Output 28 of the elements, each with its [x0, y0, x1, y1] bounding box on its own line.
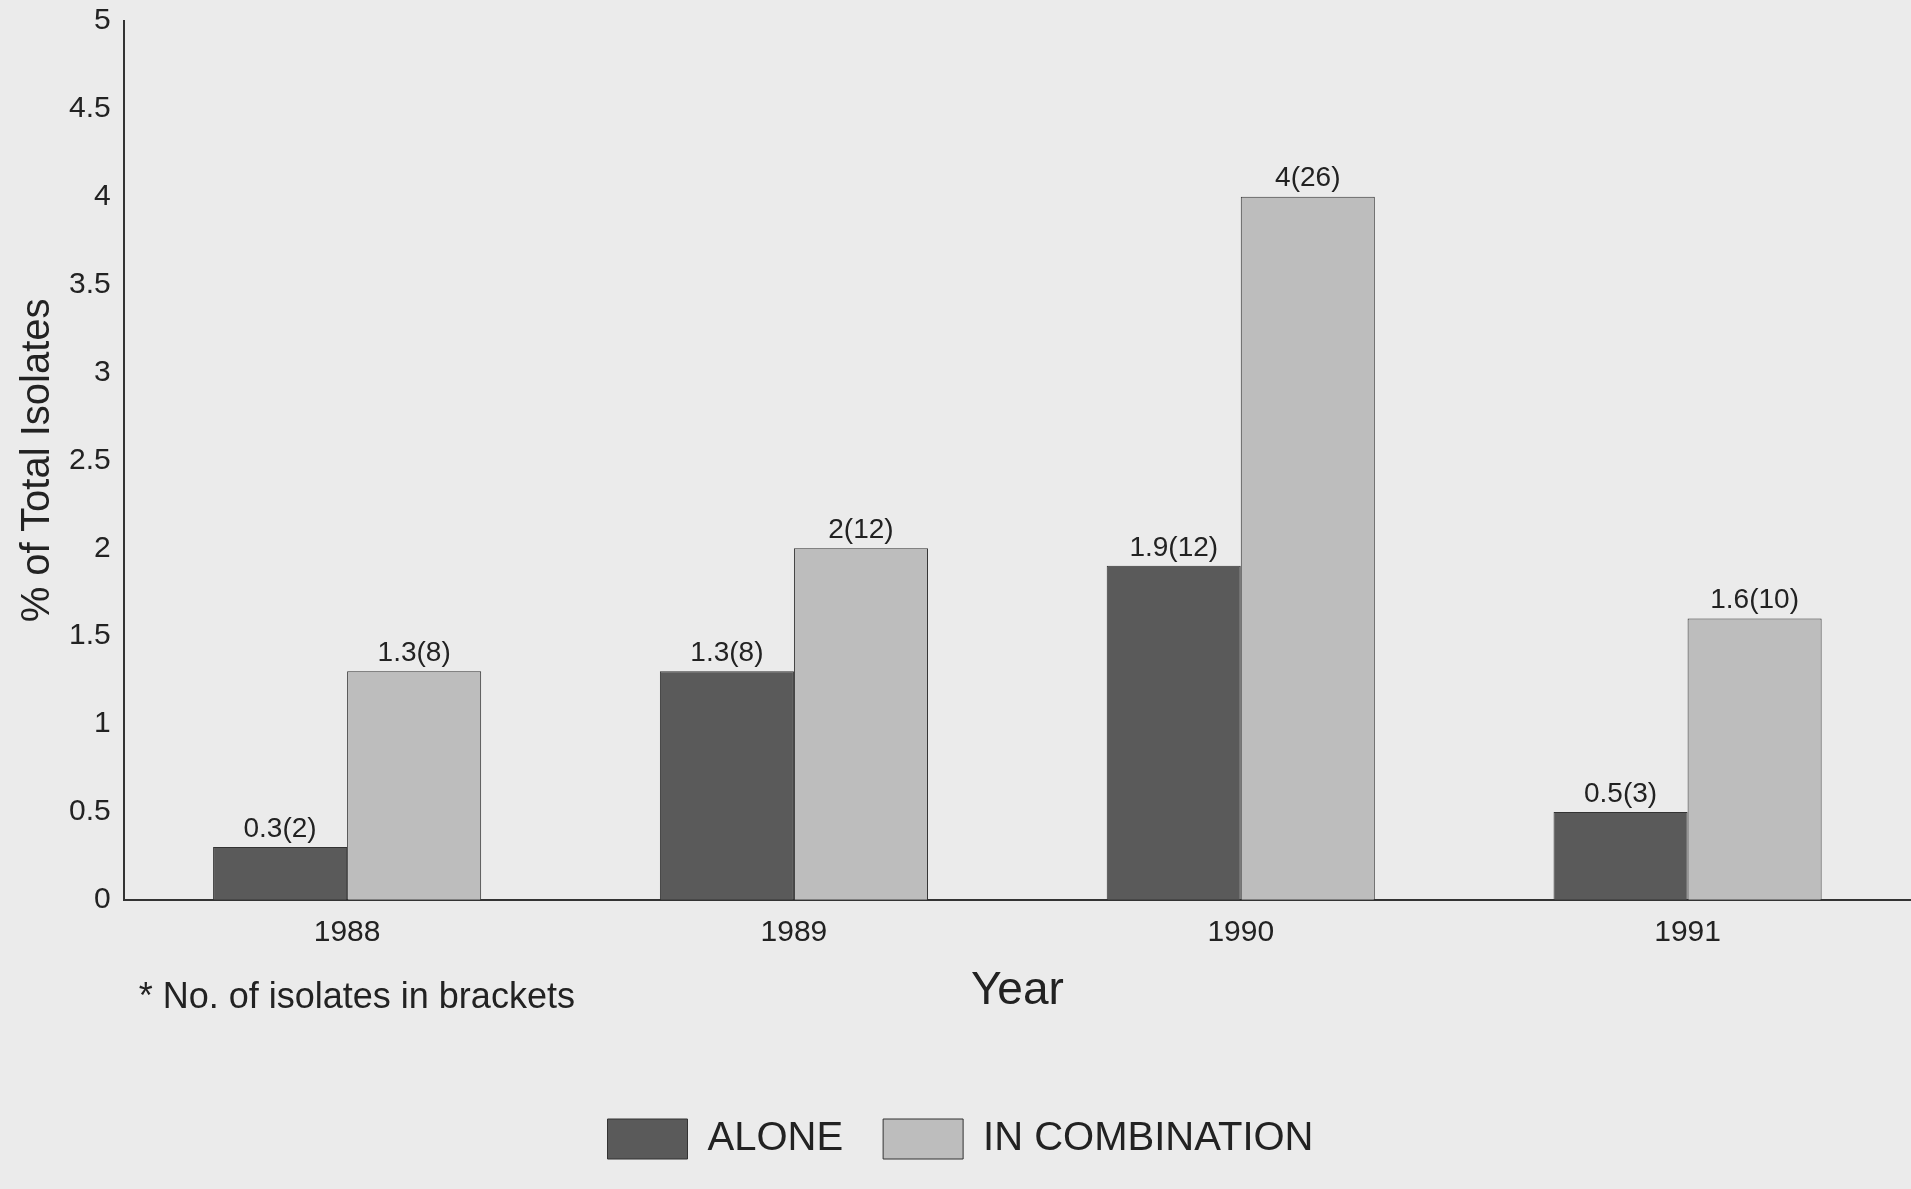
- legend-label: IN COMBINATION: [983, 1114, 1314, 1159]
- data-label: 1.3(8): [377, 636, 451, 668]
- data-label: 1.3(8): [690, 636, 764, 668]
- y-tick-label: 2.5: [68, 441, 111, 475]
- data-label: 2(12): [828, 513, 894, 544]
- y-tick-label: 5: [94, 2, 111, 36]
- x-tick-label: 1988: [313, 914, 381, 948]
- y-tick-label: 2: [94, 529, 111, 563]
- x-tick-label: 1989: [760, 914, 828, 948]
- y-tick-label: 1: [94, 705, 111, 739]
- y-tick-label: 4.5: [68, 90, 111, 124]
- y-axis-title: % of Total Isolates: [13, 298, 58, 623]
- y-tick-label: 3: [94, 353, 111, 387]
- data-label: 1.9(12): [1129, 530, 1219, 562]
- legend-label: ALONE: [707, 1114, 844, 1159]
- data-label: 4(26): [1275, 161, 1341, 193]
- y-tick-label: 0.5: [68, 793, 111, 827]
- x-tick-label: 1991: [1654, 914, 1721, 948]
- text: * No. of isolates in brackets: [138, 974, 575, 1016]
- y-tick-label: 3.5: [68, 265, 111, 299]
- x-axis-title: Year: [970, 962, 1064, 1015]
- y-tick-label: 1.5: [68, 617, 111, 651]
- data-label: 0.5(3): [1583, 776, 1658, 808]
- x-tick-label: 1990: [1207, 914, 1275, 948]
- y-tick-label: 4: [94, 178, 111, 212]
- data-label: 1.6(10): [1710, 583, 1799, 615]
- y-tick-label: 0: [94, 881, 111, 915]
- data-label: 0.3(2): [243, 811, 317, 843]
